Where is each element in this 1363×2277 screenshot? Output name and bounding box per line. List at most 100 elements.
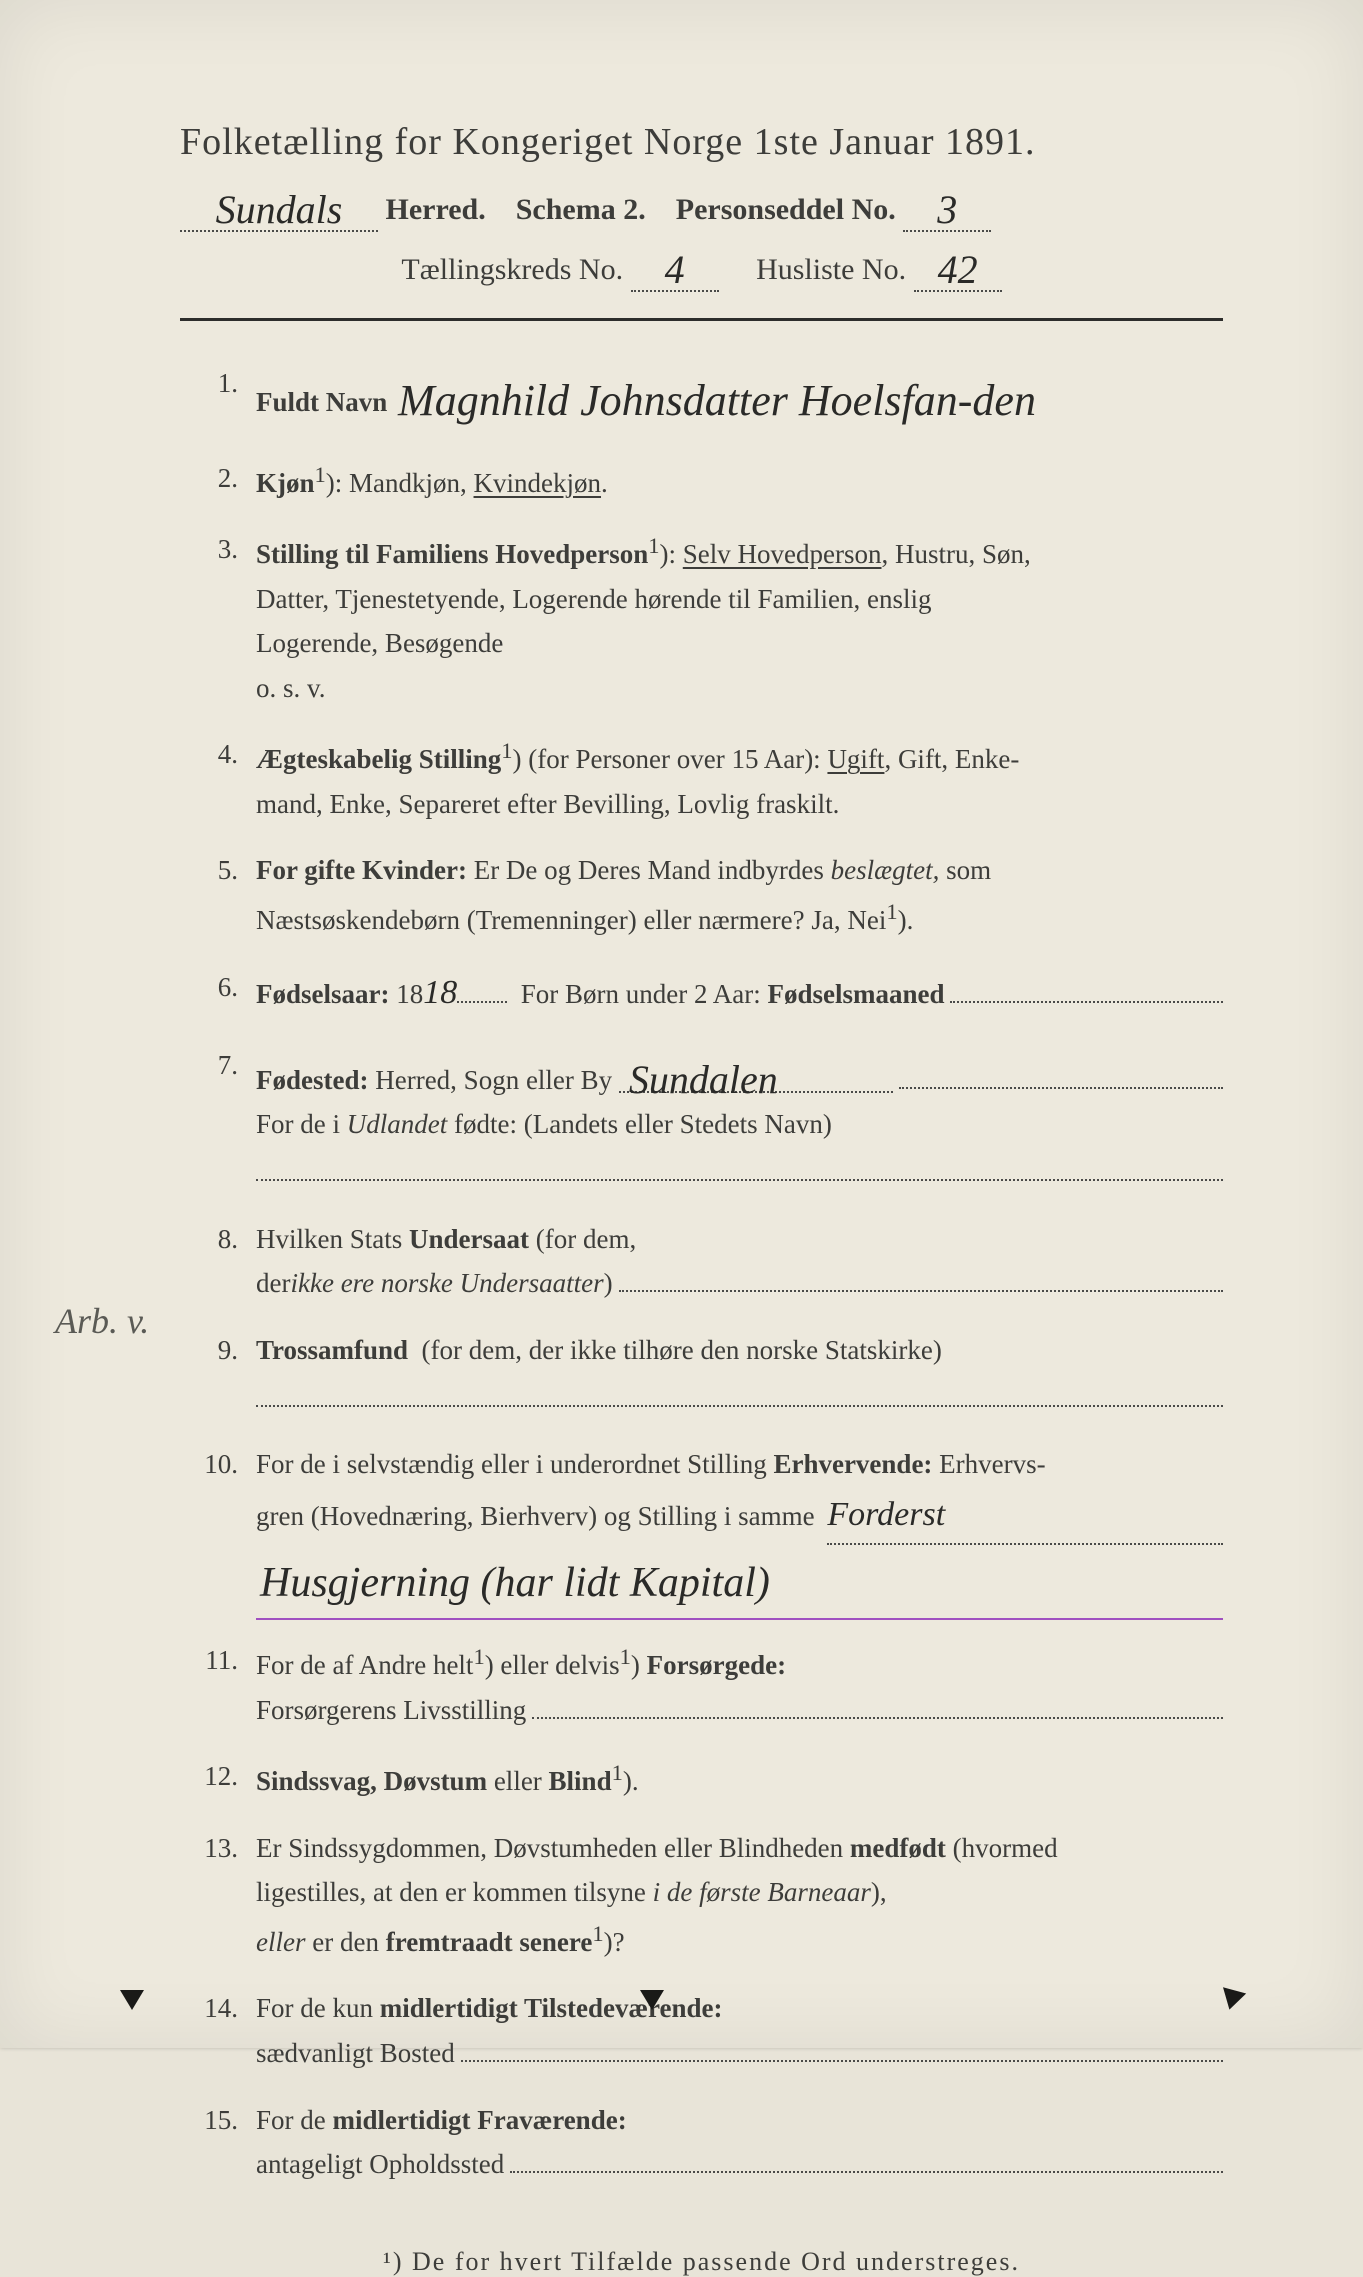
label: Ægteskabelig Stilling bbox=[256, 744, 501, 774]
mid: For Børn under 2 Aar: bbox=[521, 972, 761, 1017]
item-num: 8. bbox=[180, 1217, 256, 1306]
t: ) eller delvis bbox=[485, 1650, 620, 1680]
dots bbox=[532, 1690, 1223, 1719]
form-items: 1. Fuldt Navn Magnhild Johnsdatter Hoels… bbox=[180, 361, 1223, 2187]
birthplace: Sundalen bbox=[619, 1047, 893, 1093]
selected-kvindekjon: Kvindekjøn bbox=[474, 468, 602, 498]
item-13: 13. Er Sindssygdommen, Døvstumheden elle… bbox=[180, 1826, 1223, 1965]
t: Blind bbox=[549, 1766, 612, 1796]
item-4: 4. Ægteskabelig Stilling1) (for Personer… bbox=[180, 732, 1223, 826]
sup: 1 bbox=[886, 899, 897, 924]
label: Fødested: bbox=[256, 1058, 368, 1103]
item-8: 8. Hvilken Stats Undersaat (for dem, der… bbox=[180, 1217, 1223, 1306]
label: Stilling til Familiens Hovedperson bbox=[256, 539, 648, 569]
t: er den bbox=[305, 1927, 385, 1957]
sup: 1 bbox=[501, 738, 512, 763]
t: ), bbox=[871, 1877, 887, 1907]
sup: 1 bbox=[315, 462, 326, 487]
t: Undersaat bbox=[409, 1224, 529, 1254]
schema-label: Schema 2. bbox=[516, 193, 646, 226]
item-num: 13. bbox=[180, 1826, 256, 1965]
t: ) bbox=[631, 1650, 647, 1680]
t: Sindssvag, Døvstum bbox=[256, 1766, 487, 1796]
item-11: 11. For de af Andre helt1) eller delvis1… bbox=[180, 1638, 1223, 1732]
item-num: 11. bbox=[180, 1638, 256, 1732]
t: (for dem, bbox=[529, 1224, 636, 1254]
dots bbox=[457, 971, 507, 1003]
selected: Ugift bbox=[827, 744, 884, 774]
t: For de bbox=[256, 2105, 333, 2135]
t: eller bbox=[256, 1927, 305, 1957]
t: fremtraadt senere bbox=[386, 1927, 593, 1957]
sup: 1 bbox=[648, 533, 659, 558]
label2: Fødselsmaaned bbox=[767, 972, 944, 1017]
kreds-no: 4 bbox=[631, 246, 719, 292]
t: antageligt Opholdssted bbox=[256, 2142, 504, 2187]
occ1: Forderst bbox=[827, 1487, 1223, 1545]
item-1: 1. Fuldt Navn Magnhild Johnsdatter Hoels… bbox=[180, 361, 1223, 434]
kreds-label: Tællingskreds No. bbox=[401, 253, 623, 286]
t: Herred, Sogn eller By bbox=[375, 1058, 612, 1103]
item-9: 9. Trossamfund (for dem, der ikke tilhør… bbox=[180, 1328, 1223, 1420]
t: For de af Andre helt bbox=[256, 1650, 473, 1680]
t: Erhvervende: bbox=[773, 1449, 932, 1479]
t: midlertidigt Tilstedeværende: bbox=[380, 1993, 723, 2023]
dots bbox=[950, 974, 1223, 1003]
item-14: 14. For de kun midlertidigt Tilstedevære… bbox=[180, 1986, 1223, 2075]
sup: 1 bbox=[473, 1644, 484, 1669]
personseddel-no: 3 bbox=[903, 186, 991, 232]
paren: (for Personer over 15 Aar): bbox=[528, 744, 820, 774]
line2: Datter, Tjenestetyende, Logerende hørend… bbox=[256, 584, 931, 614]
label: For gifte Kvinder: bbox=[256, 855, 467, 885]
separator-rule bbox=[180, 318, 1223, 321]
t: Udlandet bbox=[347, 1109, 448, 1139]
item-num: 3. bbox=[180, 527, 256, 710]
t: For de i selvstændig eller i underordnet… bbox=[256, 1449, 773, 1479]
t: ). bbox=[623, 1766, 639, 1796]
dots bbox=[510, 2144, 1223, 2173]
name-value: Magnhild Johnsdatter Hoelsfan-den bbox=[394, 376, 1040, 425]
t: som bbox=[946, 855, 991, 885]
line2: mand, Enke, Separeret efter Bevilling, L… bbox=[256, 789, 839, 819]
t: Hvilken Stats bbox=[256, 1224, 409, 1254]
item-num: 1. bbox=[180, 361, 256, 434]
label: Kjøn bbox=[256, 468, 315, 498]
item-3: 3. Stilling til Familiens Hovedperson1):… bbox=[180, 527, 1223, 710]
item-15: 15. For de midlertidigt Fraværende: anta… bbox=[180, 2098, 1223, 2187]
label: Fødselsaar: bbox=[256, 972, 389, 1017]
item-num: 5. bbox=[180, 848, 256, 942]
paper-defect bbox=[640, 1990, 664, 2010]
t: For de kun bbox=[256, 1993, 380, 2023]
t: ligestilles, at den er kommen tilsyne bbox=[256, 1877, 653, 1907]
t: Erhvervs- bbox=[932, 1449, 1045, 1479]
line4: o. s. v. bbox=[256, 673, 326, 703]
line3: Logerende, Besøgende bbox=[256, 628, 503, 658]
label: Trossamfund bbox=[256, 1335, 408, 1365]
husliste-no: 42 bbox=[914, 246, 1002, 292]
item-num: 7. bbox=[180, 1043, 256, 1195]
t: sædvanligt Bosted bbox=[256, 2031, 455, 2076]
t: Er Sindssygdommen, Døvstumheden eller Bl… bbox=[256, 1833, 850, 1863]
t: )? bbox=[604, 1927, 625, 1957]
sup: 1 bbox=[620, 1644, 631, 1669]
t: ) bbox=[604, 1261, 613, 1306]
t: medfødt bbox=[850, 1833, 946, 1863]
t: i de første Barneaar bbox=[653, 1877, 871, 1907]
t: Forsørgerens Livsstilling bbox=[256, 1688, 526, 1733]
dotline bbox=[256, 1372, 1223, 1406]
year: 18 bbox=[423, 965, 457, 1021]
t: fødte: (Landets eller Stedets Navn) bbox=[447, 1109, 832, 1139]
item-num: 15. bbox=[180, 2098, 256, 2187]
item-5: 5. For gifte Kvinder: Er De og Deres Man… bbox=[180, 848, 1223, 942]
herred-value: Sundals bbox=[180, 186, 378, 232]
label: Fuldt Navn bbox=[256, 387, 387, 417]
t: (for dem, der ikke tilhøre den norske St… bbox=[422, 1335, 942, 1365]
t: der bbox=[256, 1261, 290, 1306]
item-num: 6. bbox=[180, 965, 256, 1021]
margin-annotation: Arb. v. bbox=[55, 1300, 149, 1342]
t: For de i bbox=[256, 1109, 347, 1139]
item-12: 12. Sindssvag, Døvstum eller Blind1). bbox=[180, 1754, 1223, 1804]
item-6: 6. Fødselsaar: 1818 For Børn under 2 Aar… bbox=[180, 965, 1223, 1021]
item-2: 2. Kjøn1): Mandkjøn, Kvindekjøn. bbox=[180, 456, 1223, 506]
footnote: ¹) De for hvert Tilfælde passende Ord un… bbox=[180, 2247, 1223, 2277]
